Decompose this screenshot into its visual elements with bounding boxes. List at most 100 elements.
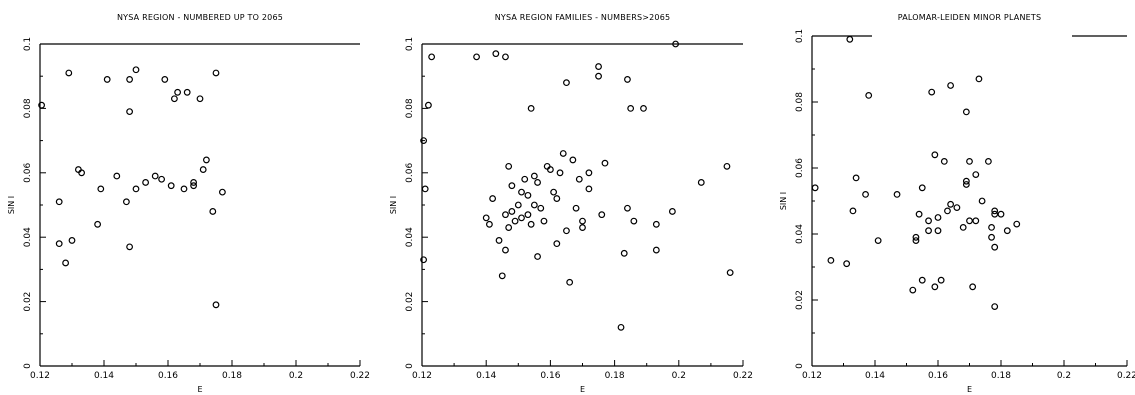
scatter-point [122, 198, 130, 206]
scatter-point [218, 188, 226, 196]
y-tick-label: 0.1 [23, 37, 33, 51]
scatter-point [556, 169, 564, 177]
scatter-point [511, 217, 519, 225]
scatter-point [170, 95, 178, 103]
scatter-point [918, 184, 926, 192]
y-tick-label: 0.02 [795, 290, 805, 310]
scatter-point [94, 220, 101, 228]
scatter-point [572, 204, 580, 212]
scatter-point [103, 76, 111, 83]
scatter-point [953, 204, 961, 212]
scatter-point [202, 156, 210, 164]
scatter-point [428, 53, 436, 61]
scatter-point [931, 151, 939, 159]
y-tick-label: 0.1 [795, 29, 805, 43]
scatter-point [502, 246, 509, 254]
scatter-point [543, 162, 551, 170]
scatter-point [212, 301, 220, 309]
scatter-point [893, 190, 901, 198]
scatter-point [874, 237, 882, 245]
scatter-point [827, 257, 835, 264]
scatter-point [505, 224, 513, 231]
scatter-point [918, 276, 926, 284]
scatter-point [940, 157, 948, 165]
scatter-point [672, 40, 679, 48]
x-tick-label: 0.22 [350, 371, 370, 381]
x-tick-label: 0.14 [865, 371, 885, 381]
scatter-point [598, 211, 606, 219]
scatter-point [595, 72, 602, 80]
x-axis-label: E [197, 385, 202, 394]
scatter-point [988, 223, 995, 231]
scatter-chart-nysa-numbered: NYSA REGION - NUMBERED UP TO 2065 0.12 0.1… [7, 13, 370, 394]
scatter-point [151, 172, 159, 180]
scatter-point [627, 104, 635, 112]
x-tick-label: 0.12 [412, 371, 432, 381]
y-tick-label: 0.02 [405, 292, 415, 312]
x-tick-label: 0.2 [289, 371, 303, 381]
scatter-point [934, 227, 942, 235]
scatter-point [934, 214, 942, 221]
chart-title: NYSA REGION - NUMBERED UP TO 2065 [117, 13, 283, 22]
scatter-point [559, 150, 567, 157]
scatter-point [161, 76, 169, 83]
y-tick-label: 0.02 [23, 292, 33, 312]
x-tick-label: 0.2 [1057, 371, 1071, 381]
y-axis-label: SIN I [779, 192, 788, 210]
scatter-point [132, 66, 140, 74]
scatter-point [174, 88, 182, 96]
scatter-point [947, 82, 955, 89]
scatter-point [726, 269, 734, 277]
scatter-point [126, 76, 134, 83]
scatter-point [62, 259, 69, 267]
scatter-point [978, 197, 986, 205]
scatter-point [530, 201, 538, 209]
scatter-point [569, 156, 577, 164]
scatter-point [652, 246, 660, 254]
scatter-point [925, 217, 932, 225]
x-axis-label: E [580, 385, 585, 394]
chart-title: PALOMAR-LEIDEN MINOR PLANETS [898, 13, 1042, 22]
scatter-point [524, 211, 532, 219]
scatter-point [502, 53, 509, 61]
scatter-point [65, 69, 73, 77]
scatter-point [972, 171, 980, 179]
scatter-point [563, 79, 570, 87]
scatter-point [928, 88, 936, 96]
scatter-point [126, 243, 134, 251]
scatter-point [1013, 220, 1021, 228]
scatter-point [518, 188, 525, 196]
scatter-point [142, 179, 150, 186]
scatter-point [489, 195, 497, 202]
scatter-point [652, 220, 660, 228]
scatter-point [55, 240, 63, 248]
x-tick-label: 0.14 [476, 371, 496, 381]
scatter-point [492, 50, 500, 58]
scatter-point [534, 179, 541, 186]
scatter-point [697, 179, 705, 186]
scatter-point [486, 220, 493, 228]
scatter-point [843, 260, 851, 268]
scatter-point [518, 214, 525, 222]
scatter-point [931, 283, 939, 291]
scatter-point [601, 159, 609, 167]
scatter-point [425, 101, 432, 109]
scatter-point [482, 214, 490, 222]
scatter-point [975, 75, 983, 83]
scatter-point [38, 101, 45, 109]
scatter-point [540, 217, 548, 225]
scatter-point [420, 137, 428, 145]
scatter-point [55, 198, 63, 206]
x-tick-label: 0.2 [672, 371, 686, 381]
scatter-point [937, 276, 945, 284]
scatter-point [915, 210, 923, 218]
scatter-point [550, 188, 558, 196]
scatter-point [624, 76, 631, 83]
y-tick-label: 0.08 [795, 92, 805, 112]
scatter-point [521, 175, 529, 183]
scatter-point [585, 169, 593, 177]
scatter-point [962, 177, 970, 185]
scatter-point [944, 207, 951, 215]
scatter-point [473, 53, 480, 61]
scatter-point [527, 220, 535, 228]
